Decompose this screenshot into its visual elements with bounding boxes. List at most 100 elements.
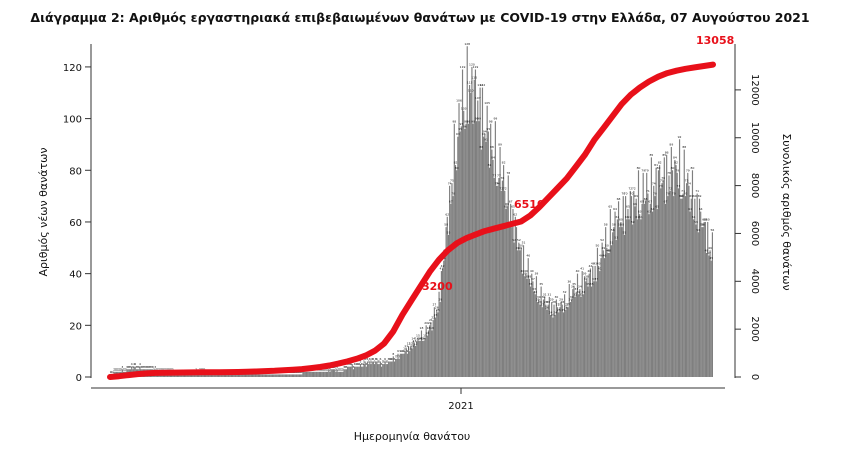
daily-bar xyxy=(322,371,324,377)
daily-bar-label: 26 xyxy=(545,305,549,309)
daily-bar xyxy=(400,353,403,377)
daily-bar xyxy=(553,304,555,377)
daily-bar xyxy=(667,196,669,377)
daily-bar-label: 70 xyxy=(672,192,676,196)
daily-bar xyxy=(571,299,573,377)
daily-bar xyxy=(647,193,649,377)
daily-bar-label: 33 xyxy=(437,287,441,291)
daily-bar xyxy=(312,371,315,377)
daily-bar xyxy=(488,167,491,377)
daily-bar xyxy=(628,219,630,377)
daily-bar xyxy=(434,317,437,377)
daily-bar-label: 6 xyxy=(394,357,396,361)
daily-bar xyxy=(187,374,189,377)
daily-bar-label: 99 xyxy=(493,117,497,121)
daily-bar-label: 61 xyxy=(625,215,629,219)
daily-bar xyxy=(366,361,369,377)
daily-bar-label: 89 xyxy=(498,143,502,147)
daily-bar xyxy=(241,374,243,377)
daily-bar xyxy=(266,374,268,377)
daily-bar-label: 46 xyxy=(603,254,607,258)
daily-bar xyxy=(453,123,455,378)
daily-bar-label: 4 xyxy=(350,362,352,366)
daily-bar-label: 71 xyxy=(646,189,650,193)
daily-bar xyxy=(637,170,640,377)
daily-bar-label: 58 xyxy=(612,223,616,227)
daily-bar xyxy=(552,317,554,377)
daily-bar-label: 6 xyxy=(372,357,374,361)
daily-bar-label: 12 xyxy=(414,341,418,345)
daily-bar xyxy=(341,371,343,377)
daily-bar-label: 25 xyxy=(562,308,566,312)
daily-bar xyxy=(251,374,254,377)
daily-bar xyxy=(691,170,694,377)
daily-bar xyxy=(650,157,652,377)
daily-bar-label: 6 xyxy=(379,357,381,361)
daily-bar xyxy=(296,374,298,377)
daily-bar xyxy=(656,209,658,377)
daily-bar-label: 41 xyxy=(598,267,602,271)
daily-bar xyxy=(288,374,290,377)
daily-bar xyxy=(234,374,236,377)
daily-bar xyxy=(546,309,548,377)
daily-bar xyxy=(680,198,682,377)
daily-bar xyxy=(613,227,615,377)
daily-bar xyxy=(610,245,613,377)
daily-bar-label: 3 xyxy=(132,365,134,369)
daily-bar-label: 3 xyxy=(352,365,354,369)
x-tick-label: 2021 xyxy=(448,401,473,412)
daily-bar-label: 6 xyxy=(375,357,377,361)
daily-bar-label: 10 xyxy=(403,347,407,351)
daily-bar-label: 39 xyxy=(523,272,527,276)
daily-bar-label: 70 xyxy=(621,192,625,196)
daily-bar-label: 78 xyxy=(667,171,671,175)
daily-bar xyxy=(529,286,532,377)
daily-bar xyxy=(325,371,328,377)
daily-bar-label: 34 xyxy=(578,285,582,289)
daily-bar xyxy=(386,364,389,377)
daily-bar-label: 80 xyxy=(671,166,675,170)
daily-bar-label: 58 xyxy=(701,223,705,227)
daily-bar xyxy=(456,170,458,377)
daily-bar-label: 52 xyxy=(512,238,516,242)
daily-bar-label: 2 xyxy=(166,367,168,371)
daily-bar xyxy=(590,286,593,377)
daily-bar xyxy=(418,340,420,377)
daily-bar-label: 81 xyxy=(654,163,658,167)
daily-bar-label: 5 xyxy=(368,360,370,364)
daily-bar-label: 94 xyxy=(483,130,487,134)
daily-bar-label: 64 xyxy=(688,207,692,211)
daily-bar xyxy=(461,69,464,377)
daily-bar-label: 82 xyxy=(658,161,662,165)
daily-bar xyxy=(174,374,176,377)
daily-bar-label: 43 xyxy=(597,261,601,265)
daily-bar xyxy=(531,273,533,377)
daily-bar xyxy=(232,374,234,377)
daily-bar xyxy=(484,134,486,377)
daily-bar xyxy=(538,299,540,377)
daily-bar xyxy=(587,286,589,377)
daily-bar xyxy=(640,219,642,377)
daily-bar xyxy=(671,170,674,377)
daily-bar-label: 40 xyxy=(576,269,580,273)
daily-bar-label: 39 xyxy=(535,272,539,276)
daily-bar xyxy=(477,100,479,377)
daily-bar xyxy=(262,374,264,377)
daily-bar-label: 75 xyxy=(685,179,689,183)
daily-bar xyxy=(346,366,349,377)
daily-bar-label: 65 xyxy=(655,205,659,209)
daily-bar-label: 69 xyxy=(634,194,638,198)
daily-bar-label: 40 xyxy=(524,269,528,273)
daily-bar-label: 43 xyxy=(593,261,597,265)
daily-bar-label: 60 xyxy=(703,217,707,221)
daily-bar-label: 80 xyxy=(657,166,661,170)
daily-bar xyxy=(382,364,384,377)
daily-bar xyxy=(410,345,412,377)
daily-bar xyxy=(627,209,629,377)
daily-bar xyxy=(194,374,196,377)
daily-bar-label: 119 xyxy=(473,65,479,69)
daily-bar xyxy=(338,371,340,377)
daily-bar xyxy=(254,374,256,377)
daily-bar-label: 37 xyxy=(531,277,535,281)
